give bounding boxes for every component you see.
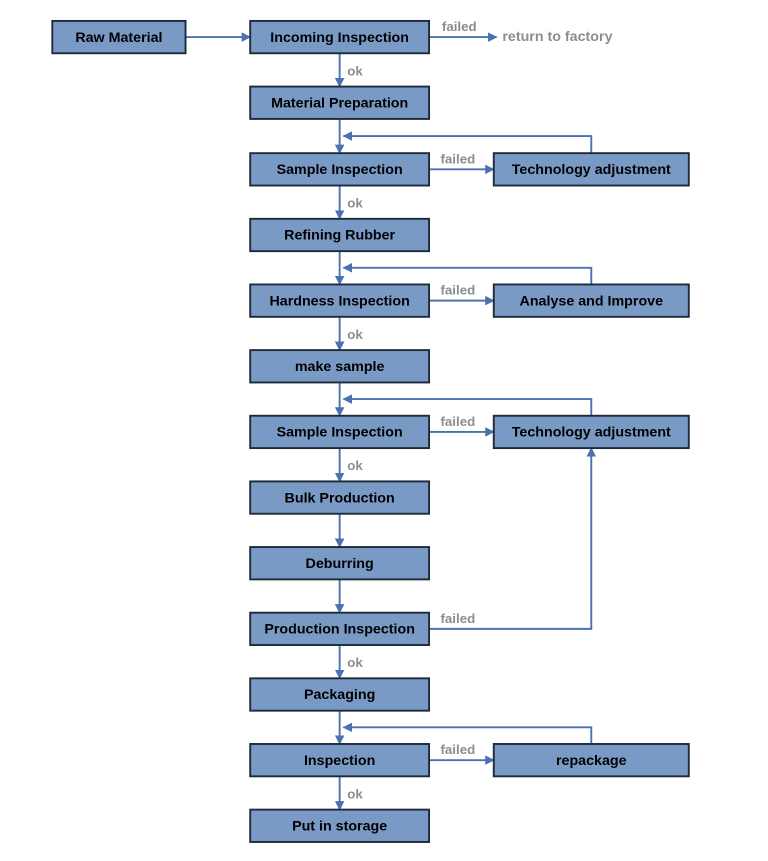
node-label: make sample (295, 359, 385, 375)
node-label: Bulk Production (285, 490, 395, 506)
edge-label-failed: failed (440, 611, 475, 626)
node-incoming: Incoming Inspection (250, 21, 429, 53)
edge-label-failed: failed (440, 283, 475, 298)
node-label: Material Preparation (271, 95, 408, 111)
node-storage: Put in storage (250, 810, 429, 842)
node-hardness: Hardness Inspection (250, 284, 429, 316)
node-label: Hardness Inspection (269, 293, 409, 309)
node-label: Technology adjustment (512, 162, 671, 178)
node-label: Sample Inspection (277, 162, 403, 178)
terminal-text: return to factory (502, 29, 612, 45)
edge-label-ok: ok (347, 655, 363, 670)
node-label: Analyse and Improve (520, 293, 664, 309)
node-tech2: Technology adjustment (494, 416, 689, 448)
node-sample2: Sample Inspection (250, 416, 429, 448)
node-label: Raw Material (75, 30, 162, 46)
node-inspection: Inspection (250, 744, 429, 776)
edge-label-ok: ok (347, 327, 363, 342)
node-makesamp: make sample (250, 350, 429, 382)
node-label: repackage (556, 753, 627, 769)
node-label: Production Inspection (264, 622, 415, 638)
node-analyse: Analyse and Improve (494, 284, 689, 316)
node-label: Incoming Inspection (270, 30, 409, 46)
node-label: Deburring (306, 556, 374, 572)
node-tech1: Technology adjustment (494, 153, 689, 185)
node-raw: Raw Material (52, 21, 185, 53)
node-repackage: repackage (494, 744, 689, 776)
edge-label-failed: failed (440, 742, 475, 757)
nodes-layer: Raw Material Incoming Inspection Material … (52, 21, 688, 842)
node-label: Sample Inspection (277, 425, 403, 441)
node-deburr: Deburring (250, 547, 429, 579)
node-label: Technology adjustment (512, 425, 671, 441)
node-label: Put in storage (292, 819, 387, 835)
node-label: Packaging (304, 687, 375, 703)
node-refining: Refining Rubber (250, 219, 429, 251)
node-matprep: Material Preparation (250, 87, 429, 119)
node-label: Inspection (304, 753, 375, 769)
edge-label-ok: ok (347, 458, 363, 473)
node-bulk: Bulk Production (250, 481, 429, 513)
node-label: Refining Rubber (284, 228, 395, 244)
edge-label-failed: failed (440, 151, 475, 166)
edge-label-ok: ok (347, 63, 363, 78)
node-packaging: Packaging (250, 678, 429, 710)
edge-label-failed: failed (440, 414, 475, 429)
node-prodinsp: Production Inspection (250, 613, 429, 645)
node-sample1: Sample Inspection (250, 153, 429, 185)
edge-label-failed: failed (442, 19, 477, 34)
edge-label-ok: ok (347, 786, 363, 801)
edge-label-ok: ok (347, 196, 363, 211)
